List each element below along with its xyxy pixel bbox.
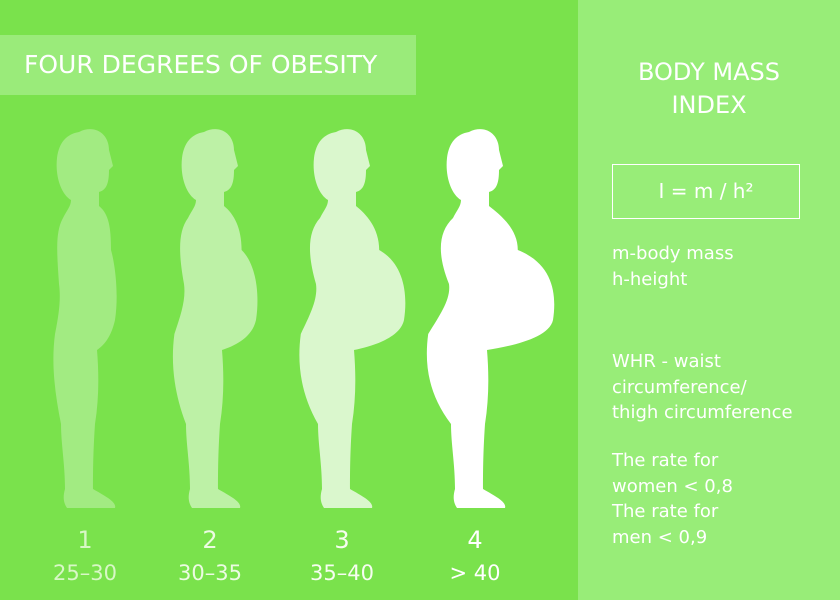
definitions: m-body mass h-height — [612, 241, 734, 292]
rates: The rate for women < 0,8 The rate for men <… — [612, 448, 733, 550]
text-line: m-body mass — [612, 243, 734, 264]
text-line: circumference/ — [612, 376, 747, 398]
text-line: BODY MASS — [638, 58, 780, 86]
degree-number: 2 — [202, 526, 217, 554]
figures: 1 25–30 2 30–35 3 35–40 4 > 40 — [53, 129, 555, 585]
sidebar: BODY MASS INDEX I = m / h² m-body mass h-h… — [578, 0, 840, 600]
text-line: WHR - waist — [612, 351, 721, 372]
degree-number: 3 — [334, 526, 349, 554]
text-line: The rate for — [612, 450, 719, 471]
whr: WHR - waist circumference/thigh circumfer… — [612, 349, 793, 426]
text-line: h-height — [612, 268, 688, 290]
silhouette — [53, 129, 117, 508]
text-line: women < 0,8 — [612, 475, 733, 497]
sidebar-title: BODY MASS INDEX — [578, 56, 840, 122]
silhouette — [172, 129, 258, 508]
degree-range: 30–35 — [178, 561, 242, 585]
silhouette — [426, 129, 555, 508]
degree-number: 4 — [467, 526, 482, 554]
text-line: men < 0,9 — [612, 526, 708, 548]
text-line: INDEX — [671, 91, 747, 119]
formula: I = m / h² — [612, 164, 800, 219]
degree-range: > 40 — [450, 561, 501, 585]
text-line: The rate for — [612, 501, 719, 522]
degree-range: 25–30 — [53, 561, 117, 585]
degree-number: 1 — [77, 526, 92, 554]
silhouette — [299, 129, 406, 508]
degree-range: 35–40 — [310, 561, 374, 585]
text-line: thigh circumference — [612, 402, 793, 423]
title: FOUR DEGREES OF OBESITY — [0, 35, 416, 95]
